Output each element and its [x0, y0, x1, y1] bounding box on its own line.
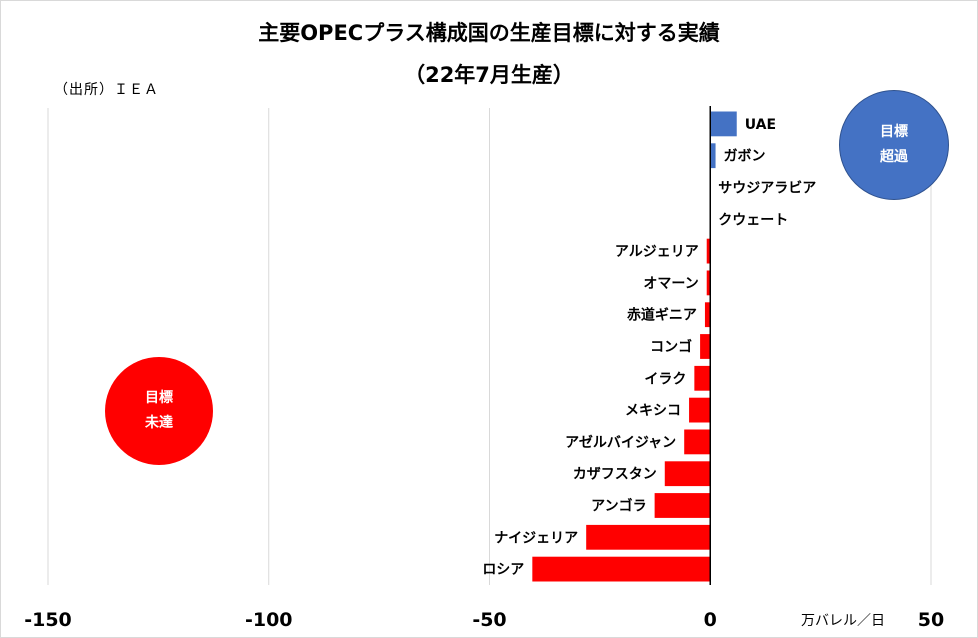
callout-under-line1: 目標 [145, 390, 173, 406]
category-label: メキシコ [625, 403, 681, 419]
category-label: クウェート [718, 212, 788, 228]
category-label: イラク [644, 371, 686, 387]
source-note: （出所）ＩＥＡ [54, 82, 159, 98]
gridlines [47, 108, 932, 585]
bar [532, 556, 711, 582]
x-tick-label: -50 [472, 609, 506, 631]
callout-over-line2: 超過 [880, 149, 908, 165]
chart-title: 主要OPECプラス構成国の生産目標に対する実績 [258, 21, 720, 45]
category-label: ガボン [724, 149, 766, 165]
bar [664, 461, 711, 487]
target-exceeded-callout: 目標 超過 [839, 90, 949, 200]
category-label: カザフスタン [573, 467, 657, 483]
x-tick-label: 0 [704, 609, 717, 631]
callout-over-line1: 目標 [880, 124, 908, 140]
category-label: サウジアラビア [718, 181, 816, 197]
category-label: アゼルバイジャン [565, 434, 676, 451]
x-tick-label: -100 [245, 609, 293, 631]
bar [694, 365, 711, 391]
callout-under-line2: 未達 [145, 415, 173, 431]
bar [706, 270, 711, 296]
bar [706, 238, 711, 264]
bar [710, 143, 716, 169]
category-label: ロシア [482, 562, 524, 578]
unit-label: 万バレル／日 [801, 613, 885, 629]
category-label: アンゴラ [591, 498, 646, 515]
bars [532, 111, 737, 582]
category-label: 赤道ギニア [627, 307, 697, 324]
category-labels: UAE ガボンサウジアラビアクウェートアルジェリアオマーン赤道ギニアコンゴイラクメ… [482, 117, 816, 578]
bar [710, 111, 737, 137]
bar [700, 334, 711, 359]
bar [704, 302, 711, 328]
bar [654, 493, 711, 518]
category-label: アルジェリア [615, 244, 699, 260]
bar [689, 397, 711, 423]
category-label: コンゴ [650, 339, 692, 356]
tick-labels: -150 -100 -50 0 50 [24, 609, 944, 631]
bar [684, 429, 711, 455]
bar [586, 524, 711, 550]
target-missed-callout: 目標 未達 [105, 357, 213, 465]
category-label: UAE [745, 117, 776, 133]
category-label: ナイジェリア [494, 530, 578, 546]
chart-subtitle: （22年7月生産） [404, 63, 574, 87]
x-tick-label: -150 [24, 609, 72, 631]
x-tick-label: 50 [918, 609, 944, 631]
category-label: オマーン [643, 276, 698, 292]
